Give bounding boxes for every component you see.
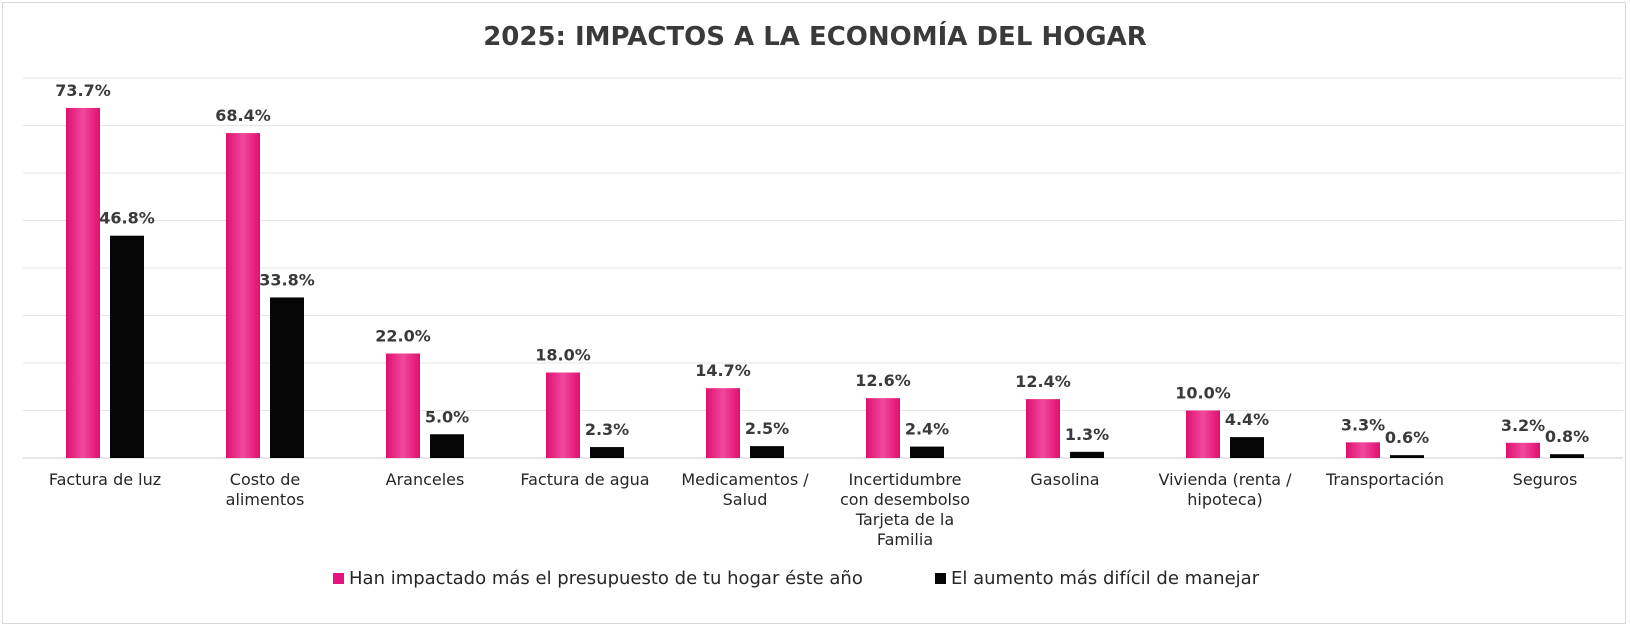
bar-impacto-6	[1026, 399, 1060, 458]
bar-dificil-6	[1070, 451, 1104, 458]
bar-dificil-1	[270, 297, 304, 458]
bar-impacto-9	[1506, 442, 1540, 458]
category-label-line: Factura de agua	[520, 470, 649, 489]
category-label: Medicamentos / Salud	[681, 470, 809, 509]
category-label: Costo de alimentos	[226, 470, 305, 509]
data-label: 0.8%	[1545, 427, 1589, 446]
chart-title: 2025: IMPACTOS A LA ECONOMÍA DEL HOGAR	[483, 20, 1147, 52]
category-label-line: Aranceles	[386, 470, 465, 489]
data-label: 46.8%	[99, 209, 155, 228]
category-label: Vivienda (renta / hipoteca)	[1159, 470, 1293, 509]
data-label: 2.5%	[745, 419, 789, 438]
category-label-line: Salud	[723, 490, 768, 509]
category-label-line: Tarjeta de la	[855, 510, 954, 529]
category-label-line: Familia	[877, 530, 933, 549]
bar-impacto-0	[66, 107, 100, 459]
legend-swatch	[935, 573, 946, 584]
bar-dificil-5	[910, 446, 944, 458]
gridlines	[23, 77, 1623, 459]
data-label: 5.0%	[425, 407, 469, 426]
legend-label: El aumento más difícil de manejar	[951, 568, 1260, 589]
category-label-line: Factura de luz	[49, 470, 161, 489]
data-label: 2.3%	[585, 420, 629, 439]
category-label: Seguros	[1513, 470, 1578, 489]
data-label: 1.3%	[1065, 425, 1109, 444]
data-label: 2.4%	[905, 420, 949, 439]
category-label-line: Transportación	[1325, 470, 1444, 489]
data-label: 14.7%	[695, 361, 751, 380]
bar-dificil-2	[430, 434, 464, 458]
bar-dificil-9	[1550, 454, 1584, 458]
bar-impacto-8	[1346, 442, 1380, 458]
category-label-line: con desembolso	[840, 490, 970, 509]
category-label-line: Costo de	[230, 470, 300, 489]
data-label: 68.4%	[215, 106, 271, 125]
data-label: 10.0%	[1175, 384, 1231, 403]
bar-impacto-7	[1186, 410, 1220, 458]
bar-impacto-3	[546, 372, 580, 458]
bar-dificil-7	[1230, 437, 1264, 458]
data-label: 4.4%	[1225, 410, 1269, 429]
bar-impacto-1	[226, 133, 260, 458]
data-label: 22.0%	[375, 327, 431, 346]
category-label: Transportación	[1325, 470, 1444, 489]
category-labels: Factura de luz Costo de alimentos Aranceles…	[49, 470, 1577, 549]
bar-dificil-0	[110, 235, 144, 458]
data-labels: 73.7% 46.8% 68.4% 33.8% 22.0% 5.0% 18.0% 2.3% 14…	[55, 81, 1589, 447]
category-label: Incertidumbre con desembolso Tarjeta de la…	[840, 470, 970, 549]
category-label-line: Medicamentos /	[681, 470, 809, 489]
category-label: Aranceles	[386, 470, 465, 489]
category-label: Factura de luz	[49, 470, 161, 489]
category-label: Factura de agua	[520, 470, 649, 489]
bar-dificil-4	[750, 446, 784, 458]
bar-impacto-5	[866, 398, 900, 458]
bar-impacto-2	[386, 353, 420, 458]
legend-label: Han impactado más el presupuesto de tu h…	[349, 568, 863, 589]
data-label: 12.6%	[855, 371, 911, 390]
category-label-line: alimentos	[226, 490, 305, 509]
category-label-line: Gasolina	[1030, 470, 1099, 489]
data-label: 33.8%	[259, 270, 315, 289]
bar-chart: 2025: IMPACTOS A LA ECONOMÍA DEL HOGAR 7…	[23, 20, 1623, 589]
bar-dificil-3	[590, 447, 624, 458]
category-label-line: Vivienda (renta /	[1159, 470, 1293, 489]
data-label: 3.3%	[1341, 415, 1385, 434]
bar-dificil-8	[1390, 455, 1424, 458]
data-label: 12.4%	[1015, 372, 1071, 391]
legend: Han impactado más el presupuesto de tu h…	[333, 568, 1260, 589]
category-label-line: hipoteca)	[1187, 490, 1263, 509]
bars	[66, 107, 1584, 459]
category-label: Gasolina	[1030, 470, 1099, 489]
data-label: 3.2%	[1501, 416, 1545, 435]
data-label: 0.6%	[1385, 428, 1429, 447]
legend-swatch	[333, 573, 344, 584]
data-label: 18.0%	[535, 346, 591, 365]
category-label-line: Seguros	[1513, 470, 1578, 489]
data-label: 73.7%	[55, 81, 111, 100]
category-label-line: Incertidumbre	[849, 470, 962, 489]
bar-impacto-4	[706, 388, 740, 458]
